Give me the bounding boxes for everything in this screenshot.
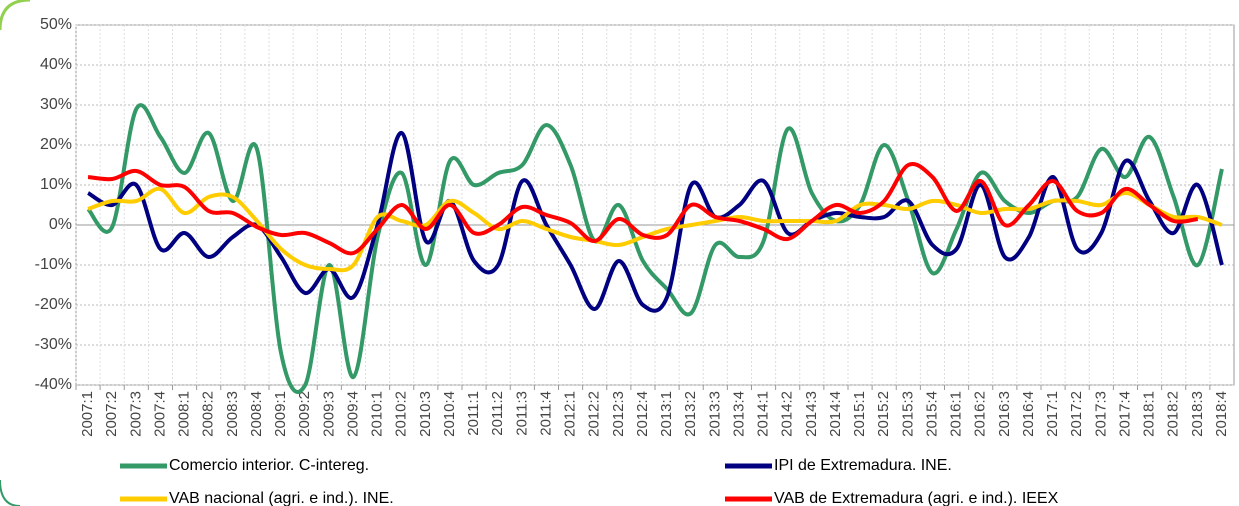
legend-label: VAB de Extremadura (agri. e ind.). IEEX xyxy=(774,490,1059,506)
x-tick-label: 2012:3 xyxy=(610,391,627,437)
x-tick-label: 2014:4 xyxy=(827,391,844,437)
x-tick-label: 2012:1 xyxy=(562,391,579,437)
y-tick-label: -30% xyxy=(35,336,72,353)
x-tick-label: 2013:3 xyxy=(706,391,723,437)
y-tick-label: 30% xyxy=(40,96,72,113)
x-tick-label: 2014:1 xyxy=(755,391,772,437)
x-tick-label: 2013:1 xyxy=(658,391,675,437)
x-tick-label: 2009:2 xyxy=(296,391,313,437)
x-tick-label: 2011:1 xyxy=(465,391,482,436)
y-tick-label: -10% xyxy=(35,256,72,273)
x-tick-label: 2011:2 xyxy=(489,391,506,436)
x-tick-label: 2015:1 xyxy=(851,391,868,437)
x-tick-label: 2016:4 xyxy=(1020,391,1037,437)
x-tick-label: 2014:3 xyxy=(803,391,820,437)
x-tick-label: 2009:4 xyxy=(344,391,361,437)
legend-label: VAB nacional (agri. e ind.). INE. xyxy=(169,490,394,506)
x-tick-label: 2009:1 xyxy=(272,391,289,437)
legend-label: IPI de Extremadura. INE. xyxy=(774,457,952,474)
y-tick-label: 50% xyxy=(40,16,72,33)
x-tick-label: 2017:4 xyxy=(1116,391,1133,437)
x-tick-label: 2015:4 xyxy=(923,391,940,437)
x-tick-label: 2018:3 xyxy=(1189,391,1206,437)
x-tick-label: 2010:4 xyxy=(441,391,458,437)
series-line xyxy=(86,103,1224,394)
y-tick-label: -40% xyxy=(35,376,72,393)
x-tick-label: 2008:3 xyxy=(224,391,241,437)
x-tick-label: 2008:1 xyxy=(176,391,193,437)
x-tick-label: 2007:1 xyxy=(79,391,96,437)
series-line xyxy=(87,186,1223,273)
x-tick-label: 2013:4 xyxy=(730,391,747,437)
y-tick-label: 20% xyxy=(40,136,72,153)
x-tick-label: 2012:2 xyxy=(586,391,603,437)
x-tick-label: 2016:3 xyxy=(996,391,1013,437)
x-tick-label: 2018:4 xyxy=(1213,391,1230,437)
frame-corner xyxy=(0,479,21,506)
x-tick-label: 2010:2 xyxy=(393,391,410,437)
x-tick-label: 2007:2 xyxy=(103,391,120,437)
x-tick-label: 2017:3 xyxy=(1092,391,1109,437)
frame-corner xyxy=(0,0,31,31)
x-tick-label: 2008:4 xyxy=(248,391,265,437)
x-tick-label: 2012:4 xyxy=(634,391,651,437)
x-tick-label: 2017:2 xyxy=(1068,391,1085,437)
series-line xyxy=(87,130,1224,313)
x-tick-label: 2016:1 xyxy=(948,391,965,437)
legend-label: Comercio interior. C-intereg. xyxy=(169,457,369,474)
x-tick-label: 2010:1 xyxy=(369,391,386,437)
x-tick-label: 2011:3 xyxy=(513,391,530,436)
y-tick-label: 10% xyxy=(40,176,72,193)
y-tick-label: -20% xyxy=(35,296,72,313)
x-tick-label: 2008:2 xyxy=(200,391,217,437)
x-tick-label: 2011:4 xyxy=(537,391,554,436)
y-tick-label: 0% xyxy=(49,216,72,233)
x-tick-label: 2016:2 xyxy=(972,391,989,437)
x-tick-label: 2009:3 xyxy=(320,391,337,437)
series-line xyxy=(87,162,1199,256)
x-tick-label: 2013:2 xyxy=(682,391,699,437)
x-tick-label: 2018:1 xyxy=(1141,391,1158,437)
x-tick-label: 2007:3 xyxy=(127,391,144,437)
x-tick-label: 2017:1 xyxy=(1044,391,1061,437)
y-tick-label: 40% xyxy=(40,56,72,73)
x-tick-label: 2018:2 xyxy=(1165,391,1182,437)
x-tick-label: 2015:2 xyxy=(875,391,892,437)
x-tick-label: 2007:4 xyxy=(151,391,168,437)
x-tick-label: 2015:3 xyxy=(899,391,916,437)
x-tick-label: 2010:3 xyxy=(417,391,434,437)
x-tick-label: 2014:2 xyxy=(779,391,796,437)
